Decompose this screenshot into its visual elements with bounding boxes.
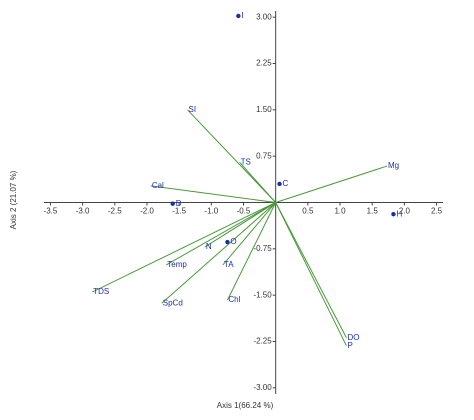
loading-vector (275, 202, 347, 339)
vector-label: Cal (152, 181, 164, 190)
y-tick-label: 2.25 (256, 59, 272, 68)
x-tick-label: -1.0 (204, 207, 218, 216)
vector-label: TS (241, 157, 251, 166)
loading-vector (275, 202, 347, 347)
loading-vector (92, 202, 276, 293)
x-tick-label: -3.0 (76, 207, 90, 216)
y-tick-label: 3.00 (256, 12, 272, 21)
x-tick-label: 1.0 (334, 207, 346, 216)
loading-vector (275, 165, 388, 203)
vector-label: SpCd (163, 298, 183, 307)
vector-label: Mg (388, 161, 399, 170)
sample-point (170, 201, 175, 206)
loading-vector (187, 109, 277, 203)
y-axis-title: Axis 2 (21.07 %) (9, 170, 18, 229)
x-tick-label: -2.0 (140, 207, 154, 216)
y-tick-label: -2.25 (253, 337, 272, 346)
loading-vector (222, 202, 277, 266)
point-label: H (396, 209, 402, 218)
x-tick-label: 2.5 (431, 207, 443, 216)
point-label: O (230, 237, 236, 246)
x-tick-label: -1.5 (172, 207, 186, 216)
x-axis-title: Axis 1(66.24 %) (217, 401, 274, 410)
x-tick-label: 1.5 (367, 207, 379, 216)
loading-vector (204, 202, 276, 248)
point-label: I (241, 11, 243, 20)
x-tick-label: 2.0 (399, 207, 411, 216)
point-label: D (176, 199, 182, 208)
vector-label: Temp (167, 260, 187, 269)
vector-label: P (347, 341, 352, 350)
y-tick-label: -1.50 (253, 290, 272, 299)
x-tick-label: -2.5 (108, 207, 122, 216)
vector-label: TDS (93, 287, 109, 296)
sample-point (225, 239, 230, 245)
vector-label: Chl (228, 295, 240, 304)
point-label: C (283, 179, 289, 188)
loading-vector (150, 185, 276, 203)
y-tick-label: 1.50 (256, 105, 272, 114)
loading-vector (239, 162, 277, 203)
vector-label: N (206, 242, 212, 251)
sample-point (277, 181, 282, 187)
y-tick-label: -0.75 (253, 244, 272, 253)
vector-label: DO (347, 333, 359, 342)
vector-label: SI (189, 105, 197, 114)
y-tick-label: 0.75 (256, 151, 272, 160)
y-tick-label: -3.00 (253, 383, 272, 392)
vector-label: TA (224, 260, 234, 269)
loading-vector (226, 202, 277, 301)
x-tick-label: -3.5 (44, 207, 58, 216)
x-tick-label: -0.5 (237, 207, 251, 216)
loading-vector (166, 202, 276, 266)
sample-point (391, 212, 396, 217)
loading-vector (161, 202, 277, 304)
x-tick-label: 0.5 (302, 207, 314, 216)
sample-point (236, 13, 241, 19)
